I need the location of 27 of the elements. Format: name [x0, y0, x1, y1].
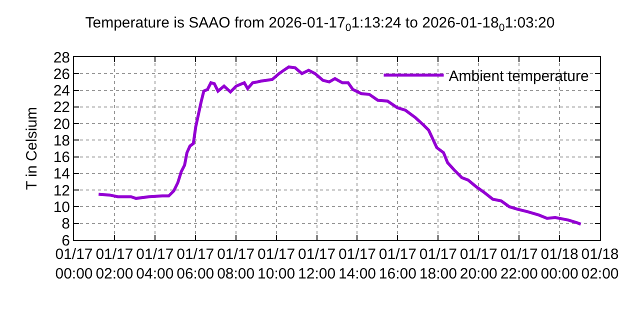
- x-tick-label: 01/18 02:00: [581, 246, 619, 282]
- x-tick-label: 01/17 18:00: [419, 246, 457, 282]
- y-tick-label: 28: [53, 49, 70, 66]
- legend-label: Ambient temperature: [448, 68, 589, 85]
- x-tick-label: 01/18 00:00: [540, 246, 578, 282]
- x-tick-label: 01/17 10:00: [258, 246, 296, 282]
- y-tick-label: 12: [53, 182, 70, 200]
- y-tick-label: 10: [53, 198, 70, 216]
- y-tick-label: 16: [53, 149, 70, 166]
- x-tick-label: 01/17 06:00: [176, 246, 214, 282]
- x-tick-label: 01/17 04:00: [136, 246, 174, 282]
- y-axis-title: T in Celsium: [24, 106, 41, 190]
- y-tick-label: 18: [53, 132, 70, 150]
- x-tick-label: 01/17 20:00: [460, 246, 498, 282]
- x-tick-label: 01/17 08:00: [217, 246, 255, 282]
- x-tick-label: 01/17 02:00: [96, 246, 134, 282]
- y-tick-label: 20: [53, 116, 70, 133]
- x-tick-label: 01/17 16:00: [378, 246, 416, 282]
- y-tick-label: 24: [53, 82, 70, 100]
- y-tick-label: 8: [62, 216, 70, 233]
- y-tick-label: 22: [53, 99, 70, 116]
- y-tick-label: 26: [53, 66, 70, 83]
- y-tick-label: 14: [53, 166, 70, 183]
- x-tick-label: 01/17 12:00: [298, 246, 336, 282]
- x-tick-label: 01/17 14:00: [338, 246, 376, 282]
- chart-title: Temperature is SAAO from 2026-01-17$_{0}$1:13:24 to 2026-01-18$_{0}$1:03:20: [85, 14, 555, 34]
- x-tick-label: 01/17 22:00: [500, 246, 538, 282]
